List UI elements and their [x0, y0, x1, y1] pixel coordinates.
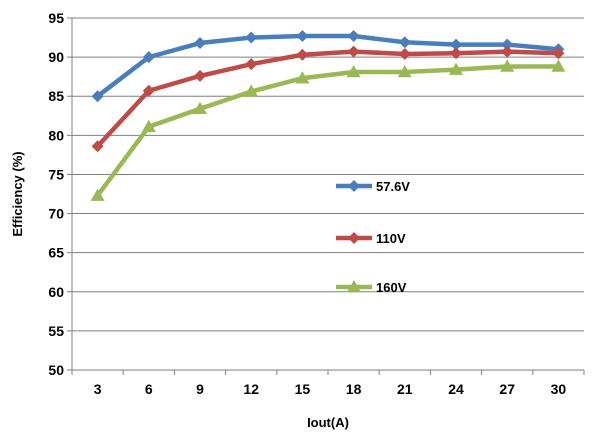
- data-point: [399, 36, 411, 48]
- y-tick-label: 50: [48, 362, 64, 378]
- legend-label: 110V: [376, 231, 406, 246]
- y-tick-label: 65: [48, 245, 64, 261]
- y-tick-label: 95: [48, 10, 64, 26]
- legend-item: 57.6V: [336, 179, 410, 194]
- y-tick-labels: 50 55 60 65 70 75 80 85 90 95: [48, 10, 64, 378]
- y-tick-label: 55: [48, 323, 64, 339]
- y-tick-label: 75: [48, 166, 64, 182]
- x-tick-label: 3: [94, 381, 102, 397]
- legend-marker: [348, 232, 360, 244]
- x-tick-label: 15: [295, 381, 311, 397]
- data-point: [245, 32, 257, 44]
- legend-label: 57.6V: [376, 179, 410, 194]
- data-point: [296, 30, 308, 42]
- legend: 57.6V 110V 160V: [336, 179, 410, 295]
- x-tick-label: 6: [145, 381, 153, 397]
- x-tick-label: 9: [196, 381, 204, 397]
- data-point: [348, 46, 360, 58]
- data-point: [348, 30, 360, 42]
- data-point: [501, 46, 513, 58]
- legend-label: 160V: [376, 280, 407, 295]
- x-tick-labels: 3 6 9 12 15 18 21 24 27 30: [94, 381, 567, 397]
- y-tick-label: 90: [48, 49, 64, 65]
- series-160V: [91, 59, 566, 200]
- y-tick-label: 80: [48, 127, 64, 143]
- y-tick-label: 85: [48, 88, 64, 104]
- x-tick-label: 24: [448, 381, 464, 397]
- data-point: [399, 48, 411, 60]
- x-tick-label: 27: [499, 381, 515, 397]
- series-110V: [92, 46, 565, 153]
- x-tick-label: 12: [243, 381, 259, 397]
- x-tick-label: 18: [346, 381, 362, 397]
- data-point: [194, 37, 206, 49]
- data-point: [245, 58, 257, 70]
- data-point: [296, 49, 308, 61]
- legend-marker: [348, 180, 360, 192]
- y-tick-label: 60: [48, 284, 64, 300]
- legend-item: 110V: [336, 231, 406, 246]
- x-tick-label: 30: [551, 381, 567, 397]
- x-axis-title: Iout(A): [307, 415, 349, 430]
- y-tick-label: 70: [48, 206, 64, 222]
- data-series: [91, 30, 566, 201]
- data-point: [194, 70, 206, 82]
- legend-item: 160V: [336, 280, 407, 295]
- x-tick-label: 21: [397, 381, 413, 397]
- y-axis-title: Efficiency (%): [10, 151, 25, 236]
